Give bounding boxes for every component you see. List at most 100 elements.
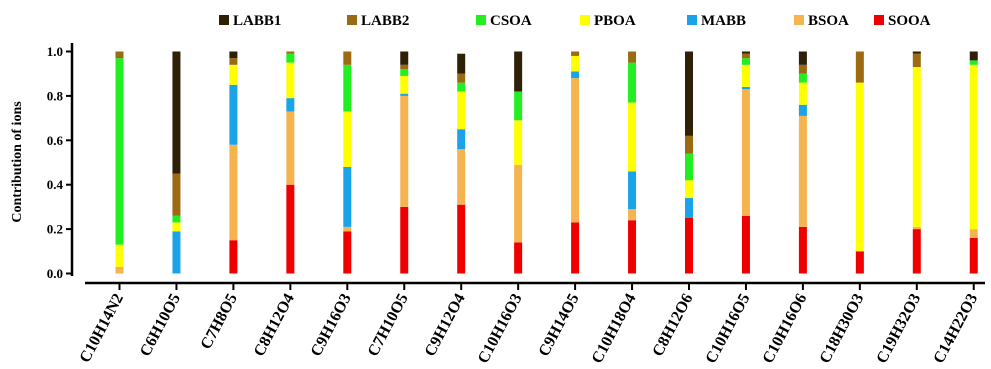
legend-swatch-csoa — [476, 15, 486, 25]
legend-label-pboa: PBOA — [594, 13, 636, 29]
bar-segment-pboa — [286, 62, 295, 99]
x-tick-label: C9H14O5 — [535, 291, 582, 359]
bar-segment-bsoa — [286, 111, 295, 185]
bar-segment-mabb — [798, 104, 807, 116]
bar-segment-labb2 — [741, 53, 750, 59]
bar-segment-mabb — [685, 198, 693, 218]
bar-segment-sooa — [741, 215, 750, 274]
bar-segment-labb1 — [400, 51, 409, 65]
legend: LABB1 LABB2 CSOA PBOA MABB BSOA SOOA — [219, 13, 931, 29]
bar-segment-csoa — [115, 58, 124, 245]
bar-segment-csoa — [172, 215, 181, 223]
bar-segment-pboa — [855, 82, 864, 252]
x-tick-label: C6H10O5 — [137, 291, 184, 359]
bar-segment-pboa — [741, 64, 750, 88]
bar-segment-pboa — [115, 244, 124, 267]
bar-segment-pboa — [343, 111, 352, 167]
legend-label-bsoa: BSOA — [808, 13, 849, 29]
bar-segment-sooa — [855, 251, 864, 274]
bar-segment-csoa — [628, 62, 637, 103]
bar-segment-labb2 — [912, 53, 921, 68]
x-tick-label: C18H30O3 — [816, 291, 867, 366]
x-tick-label: C9H16O3 — [308, 291, 355, 359]
bar-segment-pboa — [457, 91, 466, 130]
bar-segment-mabb — [286, 98, 295, 112]
bar-segment-labb1 — [798, 51, 807, 65]
bar-segment-labb1 — [912, 51, 921, 54]
bar-segment-bsoa — [912, 226, 921, 230]
bars-group — [115, 51, 978, 274]
bar-segment-pboa — [969, 64, 978, 230]
bar-segment-labb2 — [855, 51, 864, 83]
x-tick-label: C10H16O5 — [703, 291, 754, 366]
bar-segment-labb2 — [798, 64, 807, 74]
x-tick-label: C10H16O3 — [475, 291, 526, 366]
bar-segment-labb2 — [229, 58, 238, 65]
bar-segment-pboa — [514, 120, 523, 165]
bar-segment-bsoa — [400, 95, 409, 207]
bar-segment-pboa — [685, 180, 693, 199]
bar-segment-bsoa — [798, 115, 807, 227]
y-tick-label: 0.8 — [47, 88, 64, 103]
bar-segment-sooa — [457, 204, 466, 274]
bar-segment-csoa — [400, 69, 409, 76]
bar-segment-bsoa — [229, 144, 238, 241]
bar-segment-labb2 — [172, 173, 181, 216]
bar-segment-mabb — [571, 71, 580, 79]
bar-segment-csoa — [685, 153, 693, 181]
x-tick-label: C10H18O4 — [589, 291, 640, 366]
bar-segment-csoa — [286, 53, 295, 63]
bar-segment-bsoa — [571, 78, 580, 223]
bar-segment-labb2 — [628, 51, 637, 63]
bar-segment-mabb — [457, 129, 466, 150]
bar-segment-pboa — [400, 75, 409, 94]
legend-label-sooa: SOOA — [888, 13, 931, 29]
bar-segment-mabb — [628, 171, 637, 210]
bar-segment-labb2 — [286, 51, 295, 54]
bar-segment-bsoa — [457, 149, 466, 205]
bar-segment-mabb — [343, 166, 352, 227]
bar-segment-sooa — [571, 222, 580, 274]
bar-segment-labb1 — [514, 51, 523, 92]
bar-segment-labb2 — [400, 64, 409, 70]
y-tick-label: 0.4 — [47, 177, 64, 192]
legend-label-mabb: MABB — [701, 13, 746, 29]
y-tick-label: 0.6 — [47, 133, 64, 148]
bar-segment-labb2 — [457, 73, 466, 83]
bar-segment-sooa — [286, 184, 295, 274]
x-tick-label: C7H10O5 — [365, 291, 412, 359]
bar-segment-bsoa — [741, 89, 750, 216]
bar-segment-bsoa — [514, 164, 523, 243]
bar-segment-pboa — [798, 82, 807, 105]
bar-segment-labb1 — [741, 51, 750, 54]
bar-segment-bsoa — [343, 226, 352, 232]
bar-segment-sooa — [628, 220, 637, 274]
bar-segment-mabb — [229, 84, 238, 145]
bar-segment-labb1 — [969, 51, 978, 61]
y-tick-label: 0.2 — [47, 222, 63, 237]
bar-segment-labb1 — [172, 51, 181, 174]
bar-segment-csoa — [969, 60, 978, 65]
legend-label-labb2: LABB2 — [361, 13, 409, 29]
bar-segment-sooa — [229, 240, 238, 274]
bar-segment-pboa — [571, 55, 580, 72]
legend-swatch-labb1 — [219, 15, 229, 25]
bar-segment-csoa — [741, 58, 750, 65]
bar-segment-bsoa — [628, 209, 637, 221]
legend-swatch-bsoa — [794, 15, 804, 25]
x-tick-label: C19H32O3 — [873, 291, 924, 366]
x-ticks-group: C10H14N2 C6H10O5 C7H8O5 C8H12O4 C9H16O3 C7H10… — [77, 283, 981, 366]
bar-segment-sooa — [912, 229, 921, 274]
x-tick-label: C9H12O4 — [422, 291, 469, 359]
bar-segment-sooa — [969, 237, 978, 274]
bar-segment-mabb — [741, 87, 750, 90]
y-ticks-group: 0.0 0.2 0.4 0.6 0.8 1.0 — [47, 44, 72, 281]
bar-segment-labb1 — [229, 51, 238, 59]
bar-segment-labb1 — [457, 53, 466, 74]
bar-segment-pboa — [229, 64, 238, 85]
legend-swatch-pboa — [580, 15, 590, 25]
bar-segment-sooa — [514, 242, 523, 274]
bar-segment-labb1 — [685, 51, 693, 136]
legend-label-csoa: CSOA — [490, 13, 532, 29]
